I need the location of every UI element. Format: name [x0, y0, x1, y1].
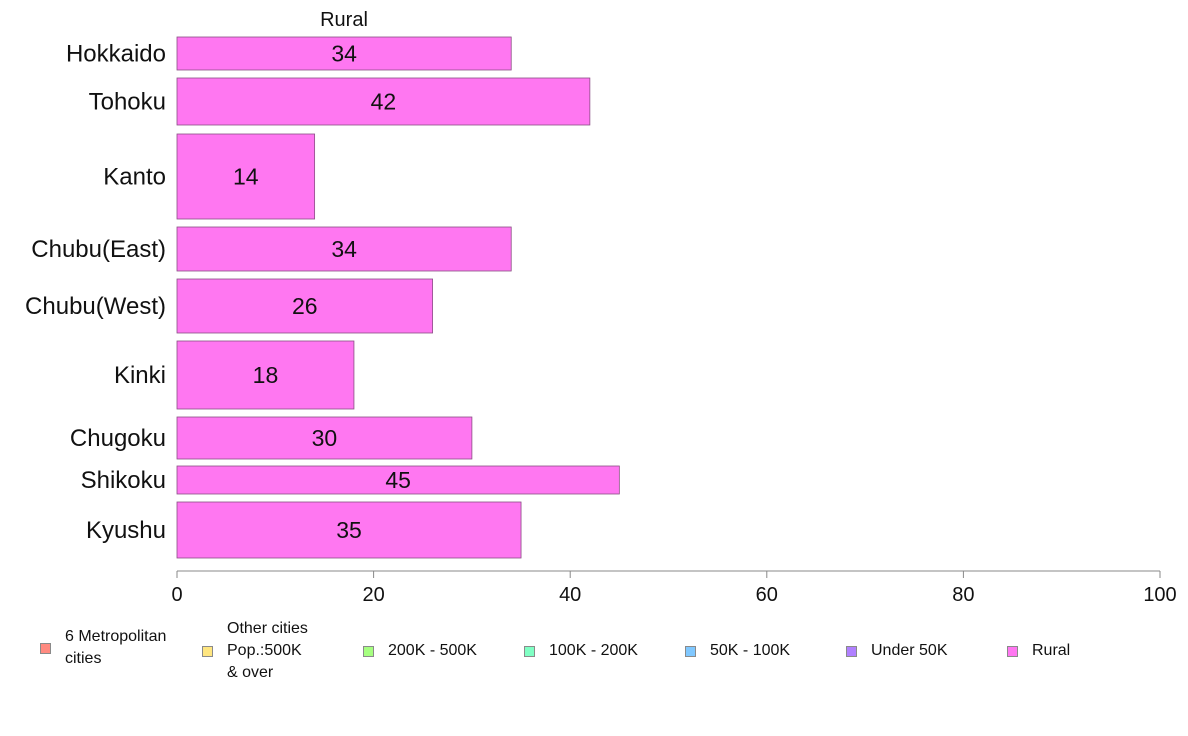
legend-item-other-cities: Other cities Pop.:500K & over	[202, 618, 308, 684]
category-label: Chubu(East)	[31, 236, 166, 263]
bar-value-label: 35	[336, 517, 362, 543]
legend-label: Under 50K	[871, 642, 948, 659]
category-label: Kyushu	[86, 517, 166, 544]
legend-item-under-50k: Under 50K	[846, 640, 948, 662]
legend-item-100k-200k: 100K - 200K	[524, 640, 638, 662]
legend-item-50k-100k: 50K - 100K	[685, 640, 790, 662]
legend-swatch	[363, 645, 374, 657]
legend-label: Rural	[1032, 642, 1071, 659]
bar-kyushu	[176, 501, 522, 559]
x-tick-label: 20	[362, 584, 384, 606]
category-label: Shikoku	[81, 467, 166, 494]
category-label: Hokkaido	[66, 41, 166, 68]
legend-swatch	[524, 645, 535, 657]
bar-shikoku	[176, 465, 620, 495]
bar-value-label: 42	[371, 89, 397, 115]
bar-kinki	[176, 340, 355, 410]
legend-label: 200K - 500K	[388, 642, 477, 659]
bar-value-label: 14	[233, 164, 259, 190]
x-tick-label: 80	[952, 584, 974, 606]
legend-label: 50K - 100K	[710, 642, 791, 659]
legend-item-6-metropolitan-cities: 6 Metropolitan cities	[40, 626, 166, 670]
category-label: Tohoku	[89, 89, 166, 116]
bar-kanto	[176, 133, 316, 220]
bar-value-label: 34	[331, 41, 357, 67]
legend-swatch	[685, 645, 696, 657]
legend-label: 6 Metropolitan cities	[65, 628, 167, 667]
x-tick-label: 0	[171, 584, 182, 606]
legend-swatch	[1007, 645, 1018, 657]
bar-hokkaido	[176, 36, 512, 71]
legend-swatch	[202, 645, 213, 657]
category-label: Chugoku	[70, 425, 166, 452]
x-tick-label: 40	[559, 584, 581, 606]
legend: 6 Metropolitan cities Other cities Pop.:…	[0, 618, 1188, 698]
category-label: Kanto	[103, 164, 166, 191]
bar-tohoku	[176, 77, 591, 126]
category-label: Chubu(West)	[25, 293, 166, 320]
bar-value-label: 18	[253, 362, 279, 388]
bar-chugoku	[176, 416, 473, 460]
legend-label: Other cities Pop.:500K & over	[227, 620, 308, 681]
x-tick-label: 60	[756, 584, 778, 606]
bar-value-label: 30	[312, 425, 338, 451]
bar-chubu-east-	[176, 226, 512, 272]
bar-value-label: 34	[331, 236, 357, 262]
bar-value-label: 26	[292, 293, 318, 319]
chart: Rural 34 Hokkaido 42 Tohoku 14 Kanto 34 Chubu(E…	[25, 9, 1177, 606]
legend-swatch	[40, 642, 51, 654]
bar-value-label: 45	[385, 467, 411, 493]
bars-layer: 34 Hokkaido 42 Tohoku 14 Kanto 34 Chubu(East) 26…	[25, 36, 620, 559]
x-tick-label: 100	[1143, 584, 1176, 606]
legend-item-200k-500k: 200K - 500K	[363, 640, 477, 662]
chart-title: Rural	[320, 9, 368, 31]
bar-chubu-west-	[176, 278, 433, 334]
category-label: Kinki	[114, 362, 166, 389]
x-axis: 0 20 40 60 80 100	[171, 570, 1177, 606]
legend-swatch	[846, 645, 857, 657]
legend-label: 100K - 200K	[549, 642, 638, 659]
legend-item-rural: Rural	[1007, 640, 1070, 662]
